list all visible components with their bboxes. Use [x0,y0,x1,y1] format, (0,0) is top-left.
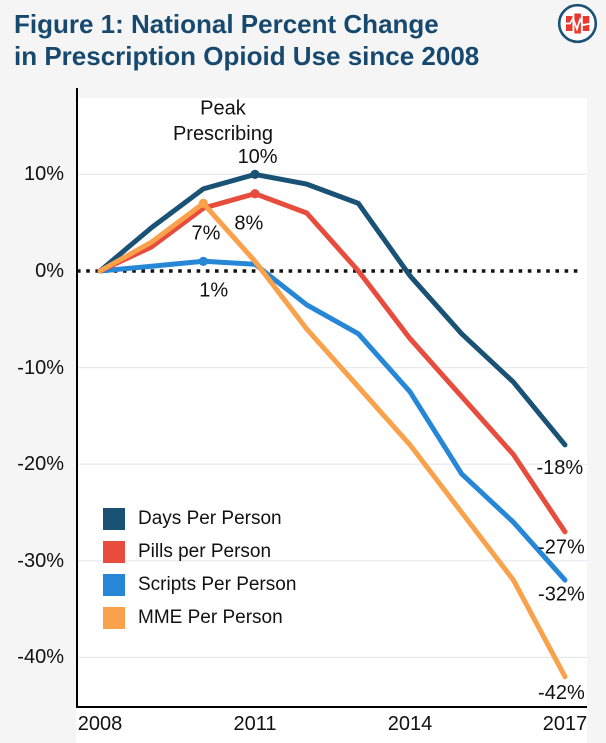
y-tick-label: -40% [17,646,64,669]
health-data-logo-icon [557,3,598,44]
legend-item-scripts: Scripts Per Person [103,574,296,596]
x-tick-label: 2011 [233,713,277,735]
y-tick-label: -30% [17,549,64,572]
legend-label-days: Days Per Person [138,508,282,529]
y-tick-label: -10% [17,356,64,379]
chart-annotation: -27% [538,536,585,558]
legend-item-pills: Pills per Person [103,541,296,563]
peak-marker [198,256,208,266]
x-tick-label: 2017 [542,713,588,735]
chart-annotation: -32% [538,584,585,606]
y-tick-label: 0% [35,260,64,282]
series-line-scripts-per-person [97,258,568,583]
peak-marker [250,169,260,179]
plot-area: Peak Prescribing 10% 8% 7% 1% -18% -27% -32% -42%… [76,88,587,743]
legend-swatch-scripts [103,574,125,596]
peak-marker [250,189,260,199]
chart-annotation: -42% [538,682,585,704]
legend-label-mme: MME Per Person [138,607,283,628]
legend-label-pills: Pills per Person [138,541,272,562]
chart-annotation: 1% [199,279,228,301]
series-line-pills-per-person [97,191,568,535]
x-tick-label: 2014 [387,713,433,735]
chart-annotation: 7% [191,222,220,244]
x-tick-label: 2008 [77,713,123,735]
chart-annotation: -18% [537,457,584,479]
legend-label-scripts: Scripts Per Person [138,574,297,595]
logo-svg [557,3,598,44]
series-line-days-per-person [97,171,568,448]
legend: Days Per Person Pills per Person Scripts… [103,508,296,640]
legend-swatch-pills [103,541,125,563]
y-tick-label: 10% [23,163,64,186]
peak-marker [198,198,208,208]
legend-item-mme: MME Per Person [103,607,296,629]
chart-annotation: 8% [234,213,263,235]
figure-title-line1: Figure 1: National Percent Change [14,9,439,39]
chart-annotation: Peak [200,98,247,120]
chart-annotation: 10% [238,146,278,168]
legend-item-days: Days Per Person [103,508,296,530]
figure-title: Figure 1: National Percent Change in Pre… [14,8,554,72]
y-tick-label: -20% [17,453,64,476]
chart-annotation: Prescribing [173,123,273,145]
legend-swatch-days [103,508,125,530]
series-line-mme-per-person [97,200,568,680]
legend-swatch-mme [103,607,125,629]
figure-title-line2: in Prescription Opioid Use since 2008 [14,41,480,71]
